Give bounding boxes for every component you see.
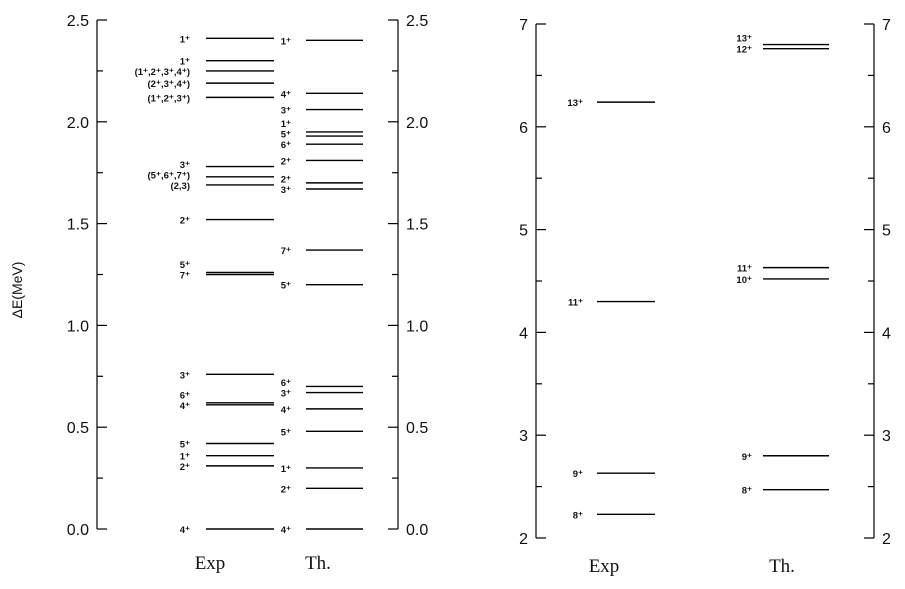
- tick-label-left: 1.5: [67, 217, 89, 234]
- energy-level-label: (1⁺,2⁺,3⁺,4⁺): [135, 67, 190, 78]
- panel-low-energy: ΔE(MeV) 0.0 0.0 0.5 0.5 1.0 1.0 1.5 1.5 2.0 2.0 2.…: [9, 13, 428, 574]
- level-group: 4⁺2⁺1⁺5⁺4⁺6⁺3⁺7⁺5⁺2⁺(2,3)(5⁺,6⁺,7⁺)3⁺(1⁺…: [135, 34, 363, 536]
- energy-level-label: 2⁺: [180, 216, 190, 227]
- tick-label-left: 0.5: [67, 420, 89, 437]
- energy-level-label: 8⁺: [573, 510, 583, 521]
- tick-label-right: 0.0: [406, 522, 428, 539]
- energy-level-label: 2⁺: [281, 174, 291, 185]
- energy-level-label: 6⁺: [281, 378, 291, 389]
- tick-label-right: 5: [882, 223, 891, 240]
- energy-level-label: 5⁺: [281, 427, 291, 438]
- energy-level-label: 4⁺: [281, 405, 291, 416]
- tick-label-right: 1.5: [406, 217, 428, 234]
- energy-level-label: 4⁺: [180, 525, 190, 536]
- energy-level-label: 3⁺: [281, 106, 291, 117]
- energy-level-label: 12⁺: [736, 45, 752, 56]
- energy-level-label: (2⁺,3⁺,4⁺): [148, 79, 191, 90]
- energy-level-label: 6⁺: [180, 390, 190, 401]
- energy-level-label: 2⁺: [281, 156, 291, 167]
- energy-level-label: 1⁺: [180, 56, 190, 67]
- tick-label-right: 6: [882, 120, 891, 137]
- tick-label-left: 2.5: [67, 13, 89, 30]
- tick-label-right: 4: [882, 325, 891, 342]
- tick-label-right: 7: [882, 17, 891, 34]
- panel-high-energy: 2 23 34 45 56 67 7 8⁺9⁺11⁺13⁺8⁺9⁺10⁺11⁺12⁺13⁺ …: [519, 17, 891, 577]
- tick-label-right: 2.5: [406, 13, 428, 30]
- energy-level-label: 9⁺: [742, 452, 752, 463]
- energy-level-label: 5⁺: [281, 130, 291, 141]
- energy-level-label: 6⁺: [281, 140, 291, 151]
- energy-level-label: 11⁺: [737, 264, 752, 275]
- energy-level-label: 13⁺: [567, 98, 583, 109]
- energy-level-label: 1⁺: [281, 119, 291, 130]
- tick-label-right: 3: [882, 428, 891, 445]
- energy-level-label: 10⁺: [736, 275, 752, 286]
- tick-label-left: 2.0: [67, 115, 89, 132]
- tick-label-left: 0.0: [67, 522, 89, 539]
- tick-group: 2 2 3 3 4 4 5 5 6 6 7 7: [519, 17, 891, 548]
- y-axis-title: ΔE(MeV): [9, 262, 25, 319]
- energy-level-label: 7⁺: [281, 246, 291, 257]
- tick-label-left: 2: [519, 531, 528, 548]
- energy-level-label: 1⁺: [180, 34, 190, 45]
- tick-label-left: 6: [519, 120, 528, 137]
- energy-level-label: 3⁺: [281, 389, 291, 400]
- energy-level-label: 4⁺: [281, 89, 291, 100]
- energy-level-label: 4⁺: [281, 525, 291, 536]
- column-label-th: Th.: [769, 556, 795, 577]
- tick-label-left: 5: [519, 223, 528, 240]
- column-label-exp: Exp: [589, 556, 620, 577]
- energy-level-label: 13⁺: [736, 34, 752, 45]
- energy-level-label: 5⁺: [180, 260, 190, 271]
- tick-label-left: 4: [519, 325, 528, 342]
- energy-level-label: (1⁺,2⁺,3⁺): [148, 93, 191, 104]
- energy-level-label: 11⁺: [568, 298, 583, 309]
- column-label-exp: Exp: [195, 553, 226, 574]
- energy-level-label: 4⁺: [180, 401, 190, 412]
- energy-level-label: 3⁺: [180, 160, 190, 171]
- energy-level-label: 2⁺: [180, 462, 190, 473]
- energy-level-label: 3⁺: [180, 370, 190, 381]
- tick-label-right: 2.0: [406, 115, 428, 132]
- energy-level-label: 5⁺: [180, 439, 190, 450]
- tick-label-left: 1.0: [67, 318, 89, 335]
- column-label-th: Th.: [305, 553, 331, 574]
- energy-level-label: 1⁺: [180, 451, 190, 462]
- tick-label-left: 3: [519, 428, 528, 445]
- tick-label-right: 0.5: [406, 420, 428, 437]
- energy-level-label: 7⁺: [180, 271, 190, 282]
- energy-level-label: 8⁺: [742, 486, 752, 497]
- energy-level-label: (5⁺,6⁺,7⁺): [148, 170, 191, 181]
- energy-level-label: 5⁺: [281, 281, 291, 292]
- level-group: 8⁺9⁺11⁺13⁺8⁺9⁺10⁺11⁺12⁺13⁺: [567, 34, 829, 521]
- energy-level-label: 1⁺: [281, 36, 291, 47]
- tick-label-right: 1.0: [406, 318, 428, 335]
- energy-level-label: 9⁺: [573, 469, 583, 480]
- energy-level-label: 2⁺: [281, 484, 291, 495]
- tick-label-left: 7: [519, 17, 528, 34]
- energy-level-label: 3⁺: [281, 185, 291, 196]
- energy-level-label: 1⁺: [281, 464, 291, 475]
- tick-label-right: 2: [882, 531, 891, 548]
- tick-group: 0.0 0.0 0.5 0.5 1.0 1.0 1.5 1.5 2.0 2.0 2.5 2.5: [67, 13, 429, 539]
- energy-level-label: (2,3): [170, 181, 190, 192]
